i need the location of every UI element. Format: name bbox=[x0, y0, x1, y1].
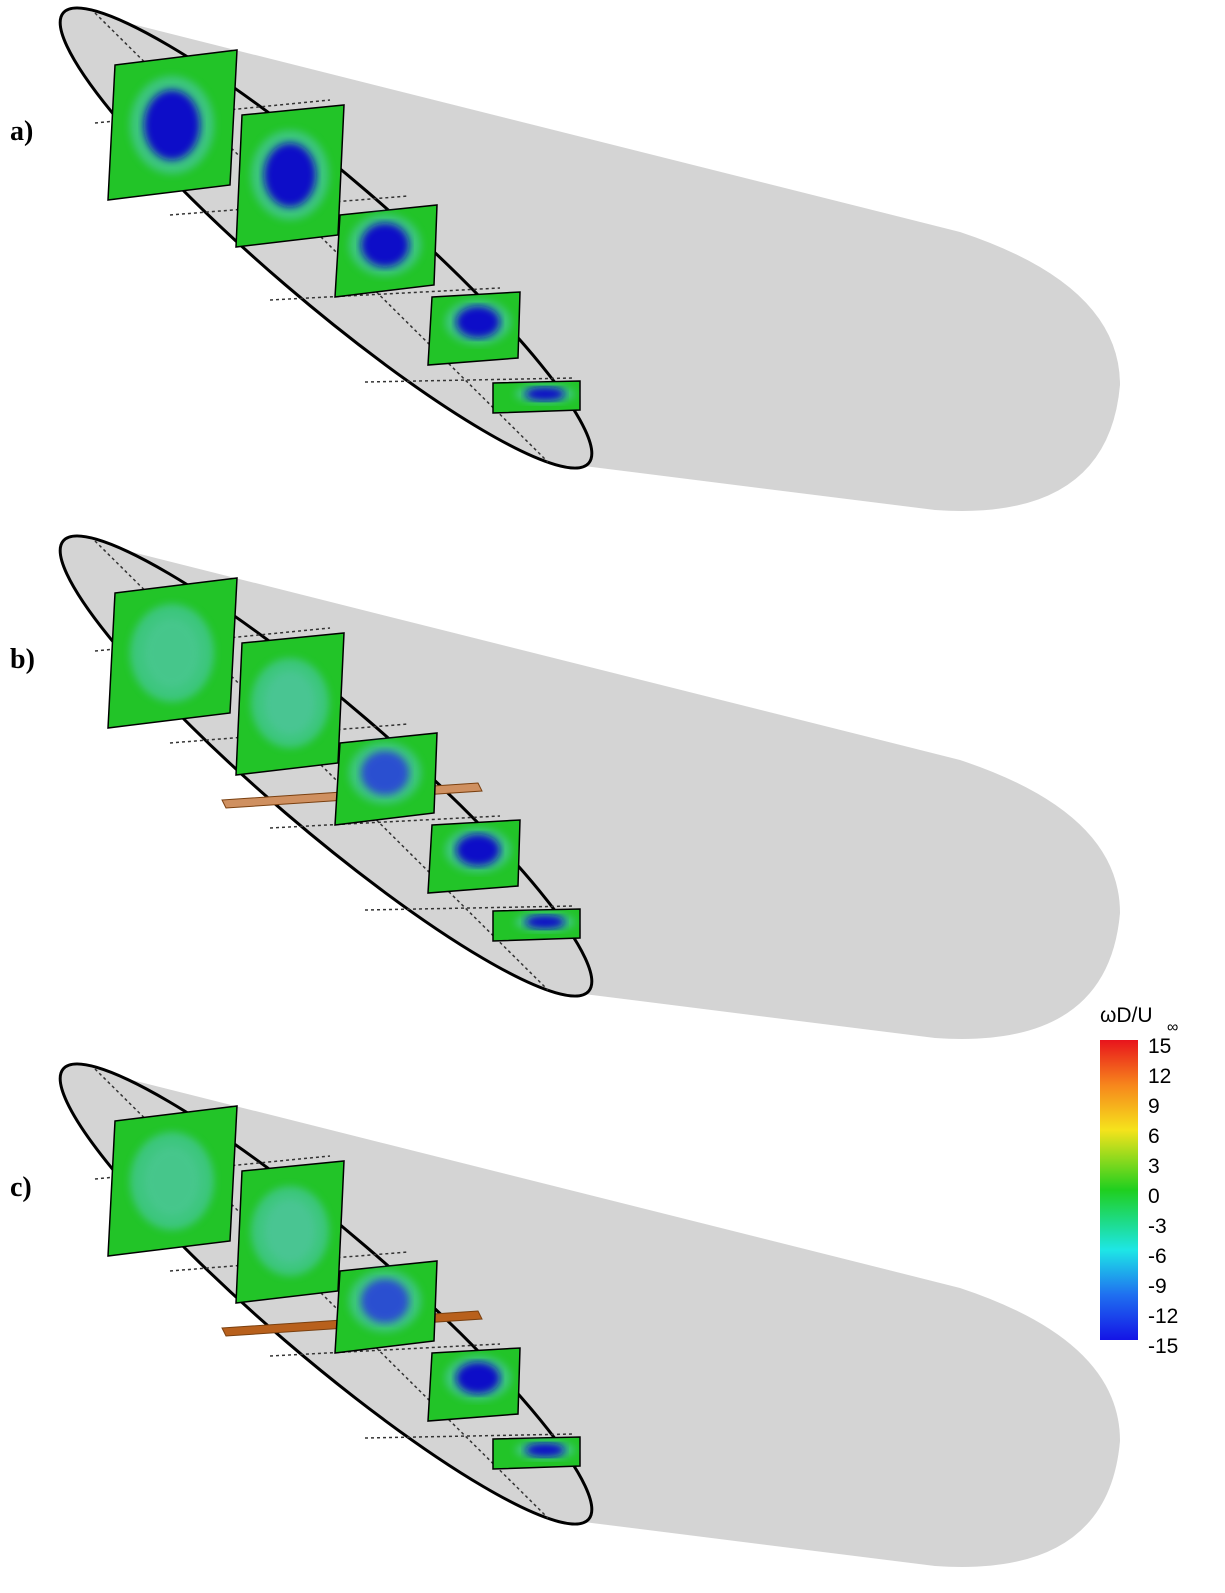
vortex-core bbox=[456, 834, 500, 866]
panel: b) bbox=[10, 494, 1120, 1039]
body-outline bbox=[23, 494, 1120, 1039]
vortex-core bbox=[456, 1362, 500, 1394]
colorbar-tick-label: 0 bbox=[1148, 1185, 1160, 1208]
colorbar-tick-label: -9 bbox=[1148, 1275, 1167, 1298]
vortex-core bbox=[361, 751, 409, 795]
vortex-core bbox=[144, 1146, 200, 1216]
panel-label: b) bbox=[10, 644, 35, 675]
panels: a) b) c) bbox=[10, 0, 1120, 1567]
vortex-core bbox=[144, 90, 200, 160]
colorbar-title: ωD/U bbox=[1100, 1004, 1153, 1027]
vortex-core bbox=[361, 223, 409, 267]
vortex-core bbox=[525, 387, 565, 401]
colorbar-tick-label: 3 bbox=[1148, 1155, 1160, 1178]
vortex-core bbox=[456, 306, 500, 338]
figure: a) b) c) ωD/U ∞ 15 12 9 6 3 0 -3 -6 -9 -12 -15 bbox=[0, 0, 1225, 1593]
colorbar-tick-label: 15 bbox=[1148, 1035, 1171, 1058]
vortex-core bbox=[264, 143, 316, 207]
vortex-core bbox=[525, 1443, 565, 1457]
colorbar-title-subscript: ∞ bbox=[1167, 1019, 1178, 1036]
colorbar: ωD/U ∞ 15 12 9 6 3 0 -3 -6 -9 -12 -15 bbox=[1100, 1004, 1178, 1358]
vortex-core bbox=[264, 1199, 316, 1263]
vortex-core bbox=[264, 671, 316, 735]
body-outline bbox=[23, 1022, 1120, 1567]
colorbar-tick-label: -6 bbox=[1148, 1245, 1167, 1268]
colorbar-tick-label: -12 bbox=[1148, 1305, 1178, 1328]
vortex-core bbox=[361, 1279, 409, 1323]
colorbar-tick-label: 12 bbox=[1148, 1065, 1171, 1088]
vortex-core bbox=[525, 915, 565, 929]
vortex-core bbox=[144, 618, 200, 688]
colorbar-tick-label: -15 bbox=[1148, 1335, 1178, 1358]
panel-label: c) bbox=[10, 1172, 32, 1203]
colorbar-scale bbox=[1100, 1040, 1138, 1340]
colorbar-tick-label: 6 bbox=[1148, 1125, 1160, 1148]
colorbar-tick-label: -3 bbox=[1148, 1215, 1167, 1238]
colorbar-tick-label: 9 bbox=[1148, 1095, 1160, 1118]
panel: a) bbox=[10, 0, 1120, 511]
panel: c) bbox=[10, 1022, 1120, 1567]
panel-label: a) bbox=[10, 116, 33, 147]
